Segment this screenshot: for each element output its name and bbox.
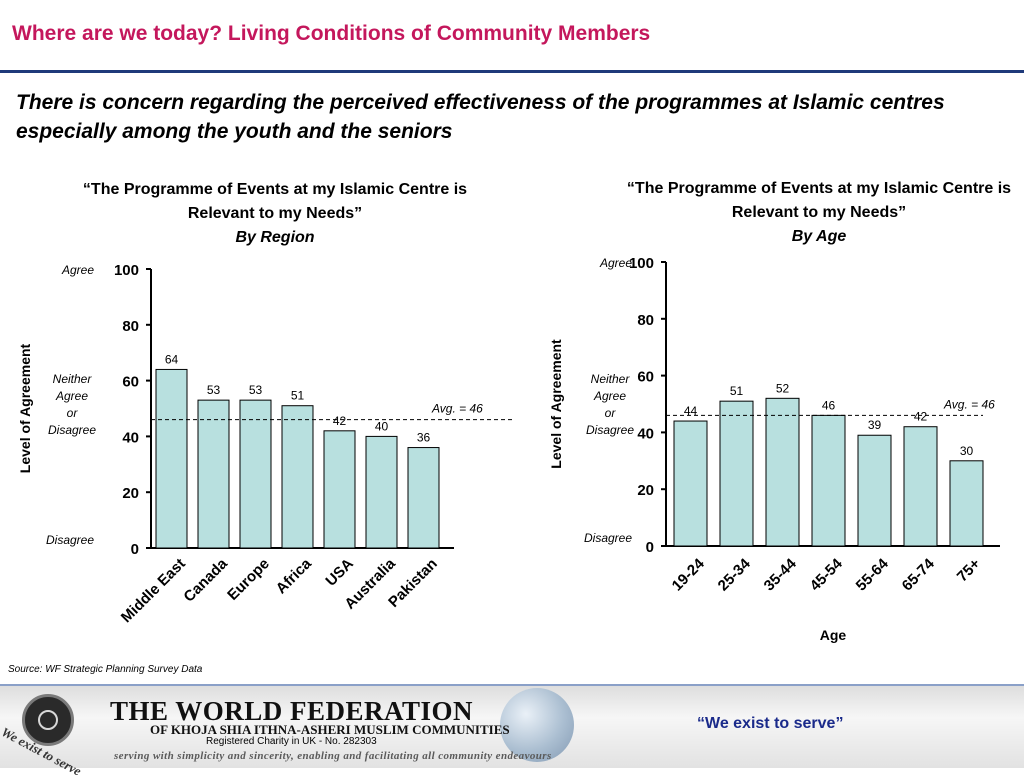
y-tick-label: 80: [637, 312, 654, 329]
bar: [811, 414, 846, 547]
x-tick-label: 65-74: [899, 555, 939, 595]
slide-subtitle: There is concern regarding the perceived…: [16, 91, 945, 143]
data-label: 44: [684, 404, 698, 418]
scale-label-disagree: Disagree: [584, 531, 632, 545]
organization-subtitle: OF KHOJA SHIA ITHNA-ASHERI MUSLIM COMMUN…: [150, 722, 510, 737]
average-label: Avg. = 46: [431, 402, 483, 416]
federation-seal-icon: [22, 694, 74, 746]
y-tick-label: 20: [122, 485, 139, 502]
bar: [673, 420, 708, 547]
y-tick-label: 40: [122, 429, 139, 446]
data-label: 39: [868, 418, 882, 432]
x-tick-label: Middle East: [118, 555, 189, 626]
slide-title: Where are we today? Living Conditions of…: [12, 22, 651, 45]
bar: [365, 435, 398, 549]
x-tick-label: Canada: [180, 555, 231, 606]
data-label: 42: [914, 410, 928, 424]
y-tick-label: 20: [637, 482, 654, 499]
x-tick-label: 19-24: [669, 555, 709, 595]
charts-canvas: 0 20 40 60 80 100 64 Middle East 53 Canada 53 Europ…: [17, 255, 1000, 643]
chart-title-text: “The Programme of Events at my Islamic C…: [626, 180, 1012, 221]
y-tick-label: 0: [646, 539, 654, 556]
scale-label-neutral: Neither: [591, 372, 631, 386]
y-tick-label: 60: [637, 369, 654, 386]
scale-label-agree: Agree: [61, 263, 94, 277]
bar: [765, 397, 800, 547]
bar: [323, 430, 356, 549]
charity-registration: Registered Charity in UK - No. 282303: [206, 736, 377, 747]
scale-label-neutral: or: [605, 406, 617, 420]
bar: [239, 399, 272, 549]
data-label: 30: [960, 444, 974, 458]
x-tick-label: 75+: [954, 555, 984, 585]
bar: [155, 368, 188, 549]
footer-divider: [0, 684, 1024, 686]
y-tick-label: 40: [637, 425, 654, 442]
bar: [407, 447, 440, 549]
data-label: 46: [822, 398, 836, 412]
x-tick-label: 35-44: [761, 555, 801, 595]
bar: [857, 434, 892, 547]
chart-subtitle: By Age: [791, 228, 847, 245]
y-axis-label: Level of Agreement: [17, 343, 33, 473]
title-divider: [0, 70, 1024, 73]
x-tick-label: 55-64: [853, 555, 893, 595]
data-label: 53: [249, 383, 263, 397]
bar: [197, 399, 230, 549]
average-label: Avg. = 46: [943, 397, 995, 411]
mission-statement: serving with simplicity and sincerity, e…: [114, 750, 552, 762]
motto: “We exist to serve”: [697, 715, 844, 732]
scale-label-neutral: Disagree: [586, 423, 634, 437]
x-tick-label: Africa: [273, 555, 316, 598]
scale-label-agree: Agree: [599, 256, 632, 270]
bar: [719, 400, 754, 547]
globe-icon: [500, 688, 574, 762]
data-label: 52: [776, 381, 790, 395]
y-tick-label: 100: [114, 262, 139, 279]
data-label: 40: [375, 419, 389, 433]
scale-label-disagree: Disagree: [46, 533, 94, 547]
scale-label-neutral: Neither: [53, 372, 93, 386]
chart-subtitle: By Region: [235, 229, 315, 246]
data-label: 51: [730, 384, 744, 398]
data-label: 53: [207, 383, 221, 397]
x-tick-label: 25-34: [715, 555, 755, 595]
chart-title-text: “The Programme of Events at my Islamic C…: [82, 181, 468, 222]
bar: [903, 426, 938, 547]
chart-title-region: “The Programme of Events at my Islamic C…: [60, 178, 490, 250]
x-tick-label: 45-54: [807, 555, 847, 595]
bar: [281, 405, 314, 549]
y-tick-label: 100: [629, 255, 654, 272]
scale-label-neutral: Agree: [593, 389, 626, 403]
y-tick-label: 60: [122, 374, 139, 391]
scale-label-neutral: Disagree: [48, 423, 96, 437]
scale-label-neutral: or: [67, 406, 79, 420]
y-tick-label: 0: [131, 541, 139, 558]
y-axis-label: Level of Agreement: [548, 339, 564, 469]
data-label: 51: [291, 389, 305, 403]
source-note: Source: WF Strategic Planning Survey Dat…: [8, 664, 203, 675]
x-tick-label: USA: [322, 555, 357, 590]
footer-banner: We exist to serve THE WORLD FEDERATION O…: [0, 684, 1024, 779]
x-axis-label: Age: [820, 627, 847, 643]
data-label: 36: [417, 431, 431, 445]
bar: [949, 460, 984, 547]
y-tick-label: 80: [122, 318, 139, 335]
data-label: 64: [165, 352, 179, 366]
chart-title-age: “The Programme of Events at my Islamic C…: [604, 177, 1024, 249]
data-label: 42: [333, 414, 347, 428]
x-tick-label: Europe: [224, 555, 273, 604]
scale-label-neutral: Agree: [55, 389, 88, 403]
organization-name: THE WORLD FEDERATION: [110, 696, 474, 726]
